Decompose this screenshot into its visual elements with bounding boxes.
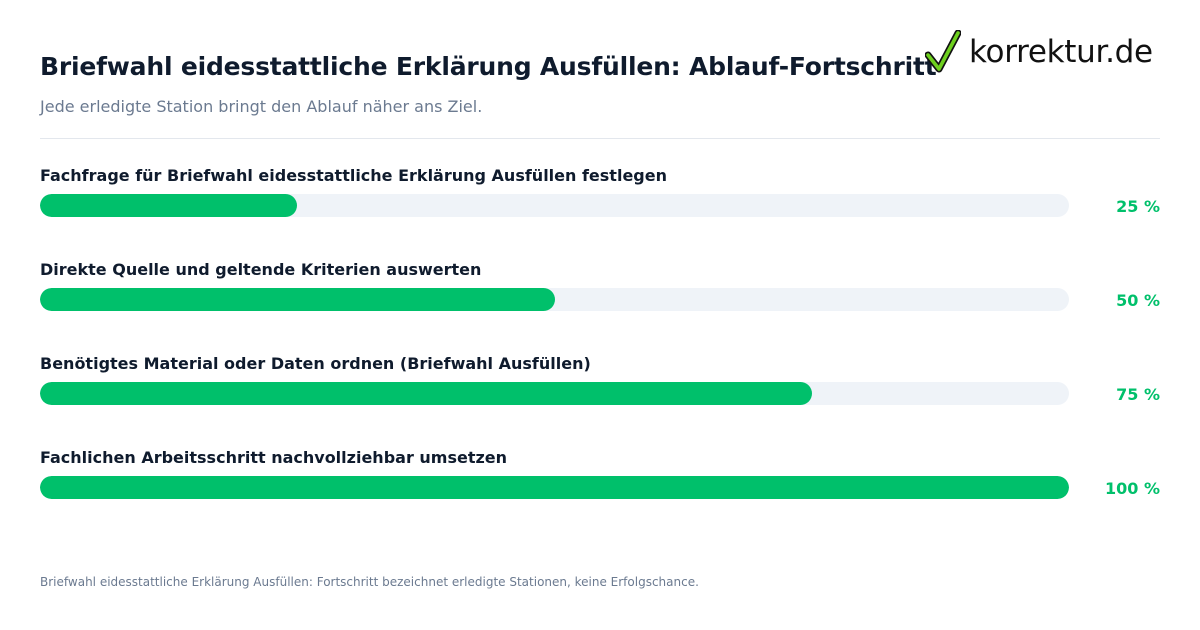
progress-row: Benötigtes Material oder Daten ordnen (B… xyxy=(40,354,1160,448)
brand-name: korrektur.de xyxy=(969,34,1153,70)
progress-value-label: 75 % xyxy=(1116,385,1160,404)
progress-value-label: 25 % xyxy=(1116,197,1160,216)
progress-row: Fachlichen Arbeitsschritt nachvollziehba… xyxy=(40,448,1160,542)
progress-bar xyxy=(40,288,555,311)
progress-row: Direkte Quelle und geltende Kriterien au… xyxy=(40,260,1160,354)
footnote: Briefwahl eidesstattliche Erklärung Ausf… xyxy=(40,575,699,589)
progress-value-label: 50 % xyxy=(1116,291,1160,310)
progress-row-label: Fachlichen Arbeitsschritt nachvollziehba… xyxy=(40,448,508,467)
page-subtitle: Jede erledigte Station bringt den Ablauf… xyxy=(40,97,483,116)
progress-row-label: Direkte Quelle und geltende Kriterien au… xyxy=(40,260,482,279)
page-title: Briefwahl eidesstattliche Erklärung Ausf… xyxy=(40,52,937,81)
progress-chart: Fachfrage für Briefwahl eidesstattliche … xyxy=(40,166,1160,542)
header-divider xyxy=(40,138,1160,139)
progress-track xyxy=(40,476,1069,499)
progress-bar xyxy=(40,476,1069,499)
progress-row: Fachfrage für Briefwahl eidesstattliche … xyxy=(40,166,1160,260)
progress-track xyxy=(40,288,1069,311)
progress-row-label: Benötigtes Material oder Daten ordnen (B… xyxy=(40,354,591,373)
progress-bar xyxy=(40,194,298,217)
checkmark-icon xyxy=(925,30,961,73)
progress-row-label: Fachfrage für Briefwahl eidesstattliche … xyxy=(40,166,667,185)
progress-track xyxy=(40,382,1069,405)
progress-bar xyxy=(40,382,812,405)
progress-value-label: 100 % xyxy=(1105,479,1160,498)
brand-logo: korrektur.de xyxy=(925,30,1153,74)
progress-track xyxy=(40,194,1069,217)
